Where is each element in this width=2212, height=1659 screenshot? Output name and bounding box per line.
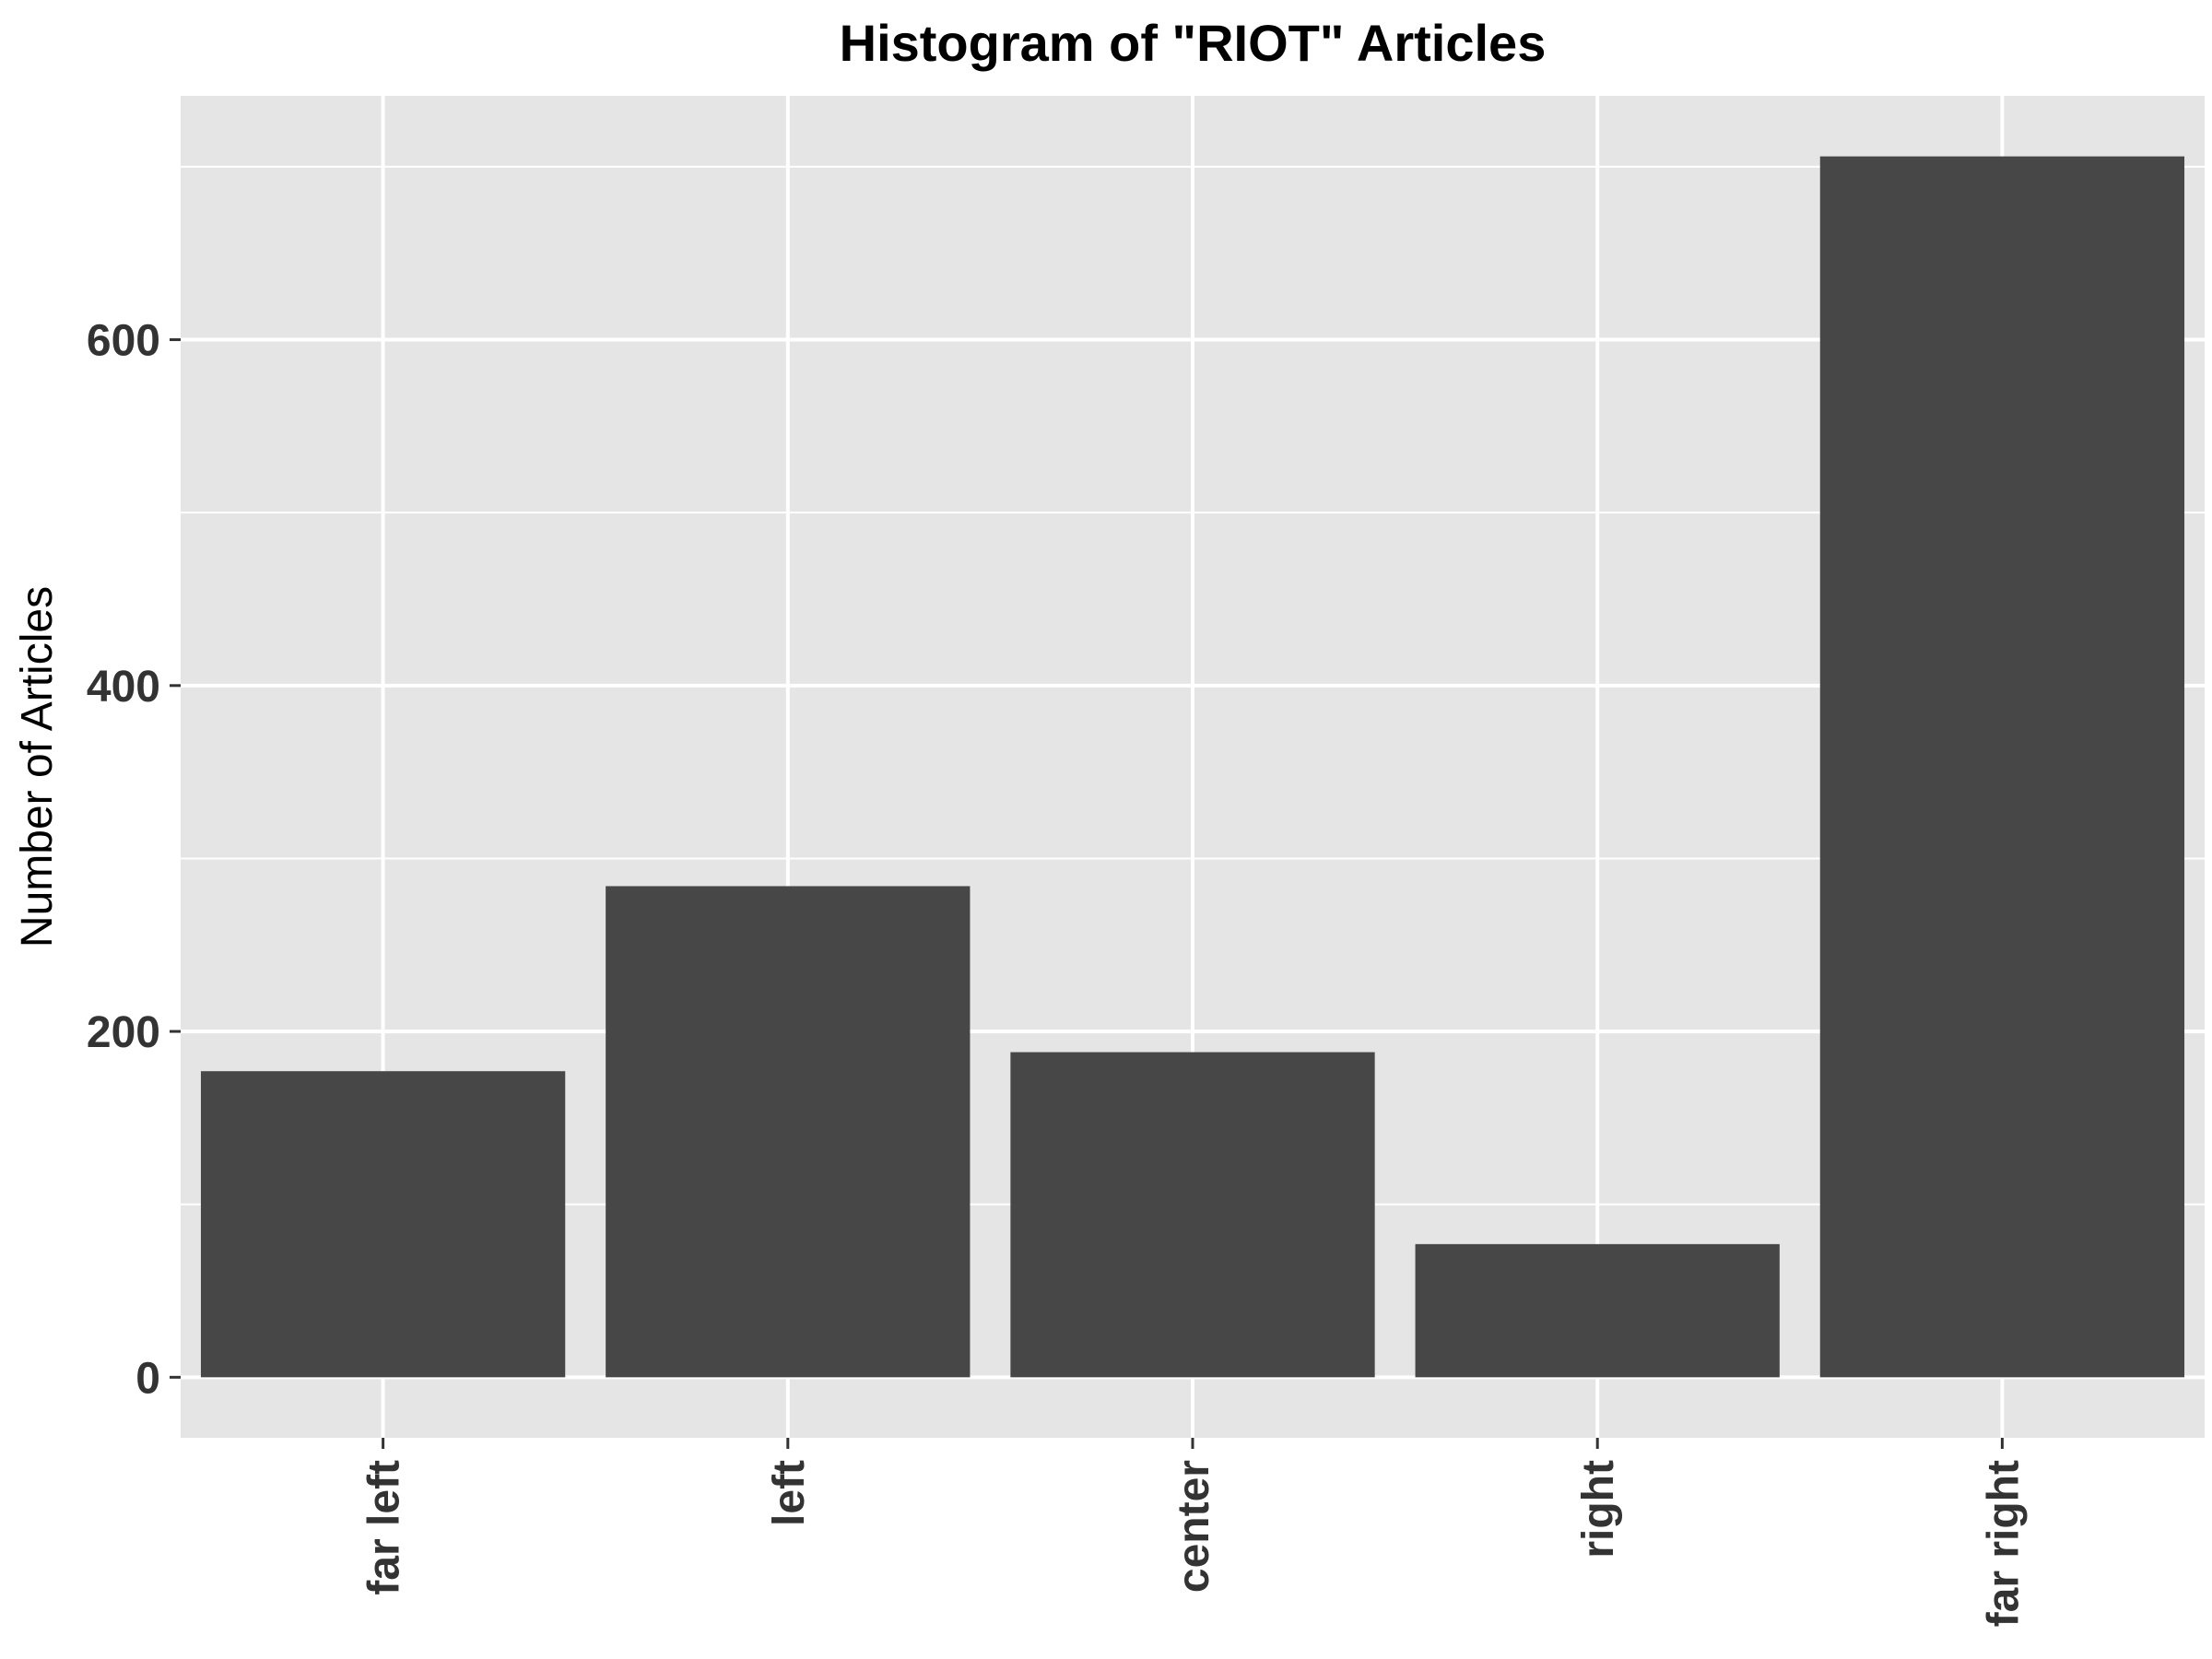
y-tick-label: 600 [87, 317, 160, 366]
y-axis-label: Number of Articles [13, 586, 62, 947]
bar-center [1010, 1052, 1375, 1378]
x-tick-label: far right [1979, 1460, 2028, 1627]
bar-far-left [200, 1071, 566, 1378]
x-axis: far left left center right far right [360, 1438, 2028, 1627]
bar-far-right [1819, 156, 2185, 1378]
y-tick-label: 200 [87, 1008, 160, 1057]
y-tick-label: 0 [135, 1354, 160, 1403]
x-tick-label: center [1170, 1460, 1218, 1593]
bars [200, 156, 2185, 1378]
x-tick-label: left [765, 1460, 814, 1526]
x-tick-label: right [1574, 1460, 1623, 1559]
bar-left [606, 886, 971, 1378]
bar-right [1415, 1243, 1780, 1378]
chart-title: Histogram of "RIOT" Articles [840, 14, 1547, 72]
y-axis: 0 200 400 600 [87, 317, 181, 1403]
x-tick-label: far left [360, 1460, 409, 1595]
y-tick-label: 400 [87, 663, 160, 712]
